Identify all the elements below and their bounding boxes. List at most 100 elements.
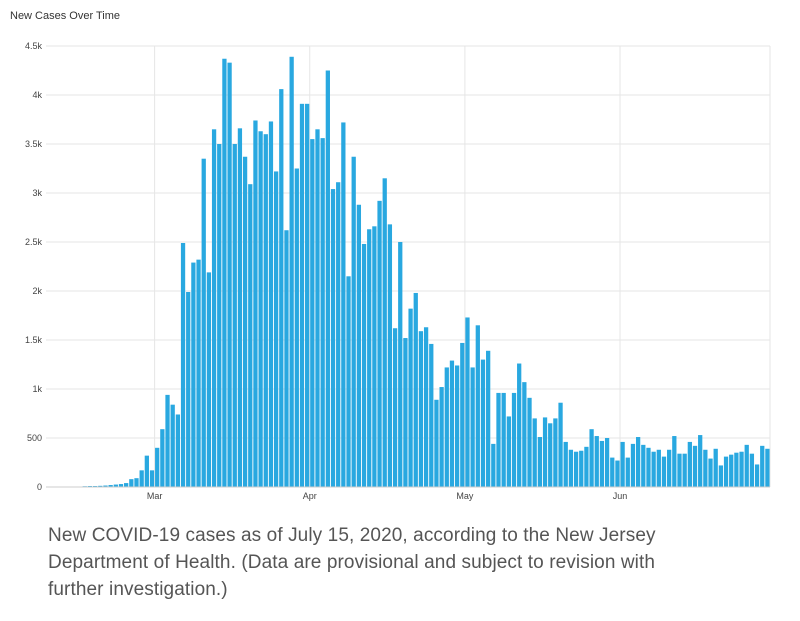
bar xyxy=(356,204,362,487)
bar xyxy=(206,272,212,487)
bar xyxy=(186,291,191,487)
bar xyxy=(760,445,765,487)
bar xyxy=(444,367,449,487)
bar xyxy=(377,200,382,487)
bar xyxy=(558,402,563,487)
bar xyxy=(687,441,692,487)
bar xyxy=(470,367,475,487)
bar xyxy=(656,449,661,487)
bar xyxy=(682,453,687,487)
bar xyxy=(336,182,341,487)
x-tick-label: Mar xyxy=(147,491,163,501)
bar xyxy=(486,350,491,487)
bar xyxy=(139,470,144,487)
x-tick-label: Jun xyxy=(613,491,628,501)
bar xyxy=(165,394,170,487)
bar xyxy=(589,429,594,487)
bar xyxy=(511,392,517,487)
bar xyxy=(113,484,118,487)
bar xyxy=(367,229,372,487)
bar xyxy=(134,478,139,487)
bar xyxy=(480,359,486,487)
bar xyxy=(341,122,346,487)
bar xyxy=(144,455,149,487)
bar xyxy=(522,382,527,487)
bar xyxy=(149,470,155,487)
y-tick-label: 2.5k xyxy=(25,237,43,247)
bar xyxy=(232,144,237,487)
bar xyxy=(542,417,548,487)
y-tick-label: 500 xyxy=(27,433,42,443)
bar xyxy=(315,129,320,488)
bar xyxy=(594,436,599,487)
bar xyxy=(346,276,351,487)
bar xyxy=(672,436,677,487)
bar xyxy=(651,451,656,487)
bar xyxy=(692,445,698,487)
bar xyxy=(191,262,196,487)
bars xyxy=(46,56,770,488)
bar xyxy=(351,156,356,488)
bar xyxy=(620,441,625,487)
bar xyxy=(604,438,610,487)
bar xyxy=(258,131,263,487)
y-tick-label: 1.5k xyxy=(25,335,43,345)
bar xyxy=(641,444,646,487)
caption: New COVID-19 cases as of July 15, 2020, … xyxy=(48,525,656,600)
bar xyxy=(765,448,770,487)
y-tick-label: 2k xyxy=(32,286,42,296)
bar xyxy=(325,70,330,487)
bar xyxy=(615,460,620,487)
bar xyxy=(454,365,460,487)
bar xyxy=(708,458,713,487)
bar xyxy=(227,62,232,487)
bar xyxy=(201,158,206,487)
bar xyxy=(496,392,501,487)
bar xyxy=(237,128,243,487)
y-tick-label: 3.5k xyxy=(25,139,43,149)
bar xyxy=(537,437,543,487)
bar xyxy=(253,120,258,487)
bar xyxy=(491,443,496,487)
bar xyxy=(211,129,217,488)
bar xyxy=(273,171,279,487)
bar xyxy=(465,317,470,487)
y-tick-label: 0 xyxy=(37,482,42,492)
bar xyxy=(630,443,636,487)
bar xyxy=(413,292,418,487)
bar xyxy=(170,404,175,487)
bar xyxy=(124,483,129,487)
x-gridlines xyxy=(154,46,771,487)
bar xyxy=(646,447,651,487)
bar xyxy=(517,363,522,487)
y-tick-label: 3k xyxy=(32,188,42,198)
bar xyxy=(532,418,537,487)
bar xyxy=(418,331,424,487)
bar xyxy=(625,457,630,487)
bar xyxy=(284,230,289,488)
bar xyxy=(310,139,315,487)
bar xyxy=(703,449,708,487)
bar xyxy=(563,441,568,487)
bar xyxy=(361,243,367,487)
bar xyxy=(723,456,729,487)
x-tick-label: Apr xyxy=(303,491,317,501)
bar xyxy=(677,453,682,487)
bar xyxy=(501,392,506,487)
bar xyxy=(527,397,532,487)
bar xyxy=(754,464,760,487)
bar xyxy=(744,444,749,487)
bar xyxy=(305,103,310,487)
bar xyxy=(299,103,305,487)
bar xyxy=(729,454,734,487)
bar xyxy=(403,338,408,487)
y-tick-label: 4.5k xyxy=(25,41,43,51)
bar xyxy=(475,325,480,487)
bar xyxy=(548,423,553,487)
bar xyxy=(108,485,113,487)
bar xyxy=(635,437,641,487)
y-axis-tick-labels: 0 500 1k 1.5k 2k 2.5k 3k 3.5k 4k 4.5k xyxy=(25,41,43,492)
chart-title: New Cases Over Time xyxy=(10,10,121,22)
bar xyxy=(263,134,268,487)
bar xyxy=(372,226,377,487)
